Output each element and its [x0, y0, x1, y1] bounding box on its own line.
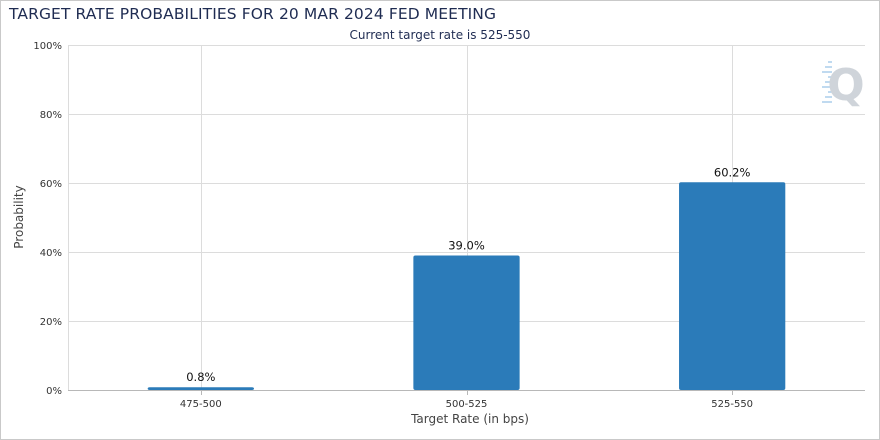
y-tick-label: 0%	[46, 386, 62, 397]
x-tick-label: 500-525	[446, 399, 488, 410]
y-tick-label: 20%	[40, 317, 62, 328]
y-tick-label: 40%	[40, 248, 62, 259]
y-tick-label: 80%	[40, 110, 62, 121]
y-axis-title: Probability	[12, 185, 26, 248]
chart-subtitle: Current target rate is 525-550	[349, 28, 531, 42]
x-axis-title: Target Rate (in bps)	[410, 412, 529, 426]
bars	[147, 182, 786, 390]
watermark-logo: Q	[822, 60, 865, 111]
logo-letter: Q	[827, 60, 864, 111]
labels: 0% 20% 40% 60% 80% 100% 0.8% 475-500 39.0% 500-52…	[33, 41, 753, 410]
bar	[147, 387, 254, 390]
chart-title: TARGET RATE PROBABILITIES FOR 20 MAR 202…	[9, 5, 497, 23]
data-label: 0.8%	[186, 370, 215, 384]
x-tick-label: 475-500	[180, 399, 222, 410]
bar	[413, 255, 520, 390]
y-tick-label: 60%	[40, 179, 62, 190]
bar	[679, 182, 786, 390]
data-label: 39.0%	[448, 238, 485, 252]
x-tick-label: 525-550	[711, 399, 753, 410]
data-label: 60.2%	[714, 165, 751, 179]
y-tick-label: 100%	[33, 41, 62, 52]
